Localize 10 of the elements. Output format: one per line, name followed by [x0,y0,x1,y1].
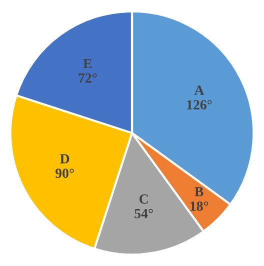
data-label: 126° [187,100,212,110]
data-label: 72° [78,73,97,83]
data-label: 54° [134,208,153,218]
slice-label: A [194,86,204,95]
slice-label: D [60,154,70,164]
slice-label: E [83,58,92,68]
data-label: 90° [55,168,74,178]
data-label: 18° [190,201,208,211]
slice-label: B [194,187,204,196]
slice-label: C [139,194,148,204]
